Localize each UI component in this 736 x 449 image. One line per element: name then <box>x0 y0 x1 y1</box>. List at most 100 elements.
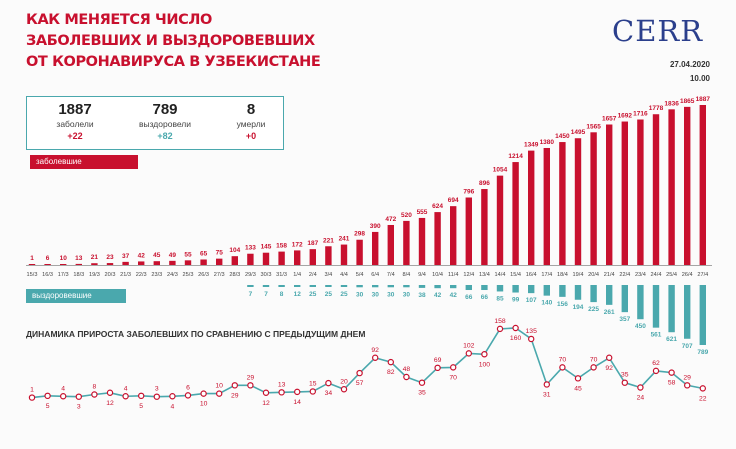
growth-point <box>372 354 379 361</box>
infected-value-label: 1349 <box>524 142 539 149</box>
date-tick-label: 4/4 <box>340 272 348 278</box>
growth-point <box>403 373 410 381</box>
date-tick-label: 21/3 <box>120 272 131 278</box>
date-tick-label: 12/4 <box>463 272 474 278</box>
growth-value-label: 4 <box>61 385 65 392</box>
recovered-value-label: 156 <box>557 301 568 308</box>
recovered-bar <box>247 285 254 287</box>
recovered-value-label: 450 <box>635 323 646 330</box>
date-tick-label: 15/3 <box>27 272 38 278</box>
infected-badge: заболевшие <box>30 155 138 169</box>
infected-bar <box>340 244 348 265</box>
growth-point <box>60 393 67 400</box>
growth-point <box>184 392 192 399</box>
recovered-value-label: 707 <box>682 343 693 350</box>
growth-value-label: 92 <box>371 347 379 354</box>
recovered-value-label: 561 <box>651 332 662 339</box>
growth-line <box>31 327 703 399</box>
growth-value-label: 4 <box>124 385 128 392</box>
infected-value-label: 1692 <box>618 113 633 120</box>
growth-point <box>169 393 176 400</box>
recovered-value-label: 7 <box>264 291 268 298</box>
recovered-value-label: 140 <box>541 300 552 307</box>
growth-point <box>278 389 285 396</box>
growth-value-label: 6 <box>186 384 190 391</box>
infected-bar <box>356 239 363 265</box>
date-tick-label: 20/3 <box>105 272 116 278</box>
recovered-bar <box>637 285 644 320</box>
stat-died: 8 умерли +0 <box>211 101 291 142</box>
recovered-label: выздоровели <box>138 119 192 129</box>
date-tick-label: 6/4 <box>371 272 379 278</box>
recovered-value-label: 66 <box>481 294 489 301</box>
recovered-value-label: 30 <box>403 291 411 298</box>
date-tick-label: 5/4 <box>356 272 364 278</box>
growth-value-label: 20 <box>340 378 348 385</box>
recovered-value-label: 30 <box>372 291 380 298</box>
growth-value-label: 62 <box>652 360 660 367</box>
page-title: КАК МЕНЯЕТСЯ ЧИСЛО ЗАБОЛЕВШИХ И ВЫЗДОРОВ… <box>26 12 321 70</box>
infected-value-label: 1778 <box>649 105 664 112</box>
growth-point <box>559 364 566 371</box>
infected-value-label: 1716 <box>633 110 648 117</box>
infected-bar <box>28 264 36 265</box>
recovered-value-label: 38 <box>418 292 426 299</box>
died-count: 8 <box>246 101 256 118</box>
growth-value-label: 29 <box>231 392 239 399</box>
recovered-value-label: 85 <box>496 295 504 302</box>
date-tick-label: 27/4 <box>697 272 708 278</box>
recovered-bar <box>496 285 504 292</box>
growth-value-label: 70 <box>590 356 598 363</box>
infected-value-label: 1565 <box>586 123 601 130</box>
infected-bar <box>60 264 67 265</box>
recovered-value-label: 357 <box>619 316 630 323</box>
infected-value-label: 6 <box>46 255 50 262</box>
infected-bar <box>403 220 410 265</box>
recovered-bar <box>450 285 457 289</box>
infected-value-label: 1450 <box>555 133 570 140</box>
growth-point <box>606 354 613 361</box>
infected-value-label: 23 <box>106 254 114 261</box>
infected-value-label: 1865 <box>680 98 695 105</box>
infected-value-label: 13 <box>75 255 83 262</box>
infected-bar <box>496 175 504 265</box>
infected-bar <box>528 150 535 265</box>
infected-value-label: 172 <box>292 241 303 248</box>
growth-value-label: 45 <box>574 385 582 392</box>
infected-value-label: 1495 <box>571 129 586 136</box>
recovered-bar <box>684 285 691 339</box>
infected-bar <box>138 261 145 265</box>
growth-point <box>356 369 363 377</box>
date-tick-label: 21/4 <box>604 272 615 278</box>
infected-value-label: 624 <box>432 203 443 210</box>
infected-bar <box>590 132 597 265</box>
infected-value-label: 10 <box>60 255 68 262</box>
died-delta: +0 <box>245 131 257 141</box>
recovered-bar <box>340 285 348 287</box>
date-tick-label: 25/4 <box>666 272 677 278</box>
growth-point <box>450 364 457 371</box>
date-tick-label: 15/4 <box>510 272 521 278</box>
recovered-value-label: 8 <box>280 291 284 298</box>
died-label: умерли <box>236 119 266 129</box>
growth-point <box>309 388 316 395</box>
infected-bar <box>684 106 691 266</box>
infected-bar <box>668 109 675 265</box>
infected-value-label: 37 <box>122 253 130 260</box>
timestamp: 27.04.2020 10.00 <box>670 58 710 86</box>
growth-value-label: 10 <box>200 401 208 408</box>
growth-value-label: 35 <box>621 372 629 379</box>
infected-bar <box>184 260 192 265</box>
growth-point <box>528 335 535 343</box>
recovered-bar <box>325 285 332 287</box>
date-tick-label: 24/3 <box>167 272 178 278</box>
date-tick-label: 22/3 <box>136 272 147 278</box>
recovered-bar <box>309 285 316 287</box>
recovered-bar <box>606 285 613 305</box>
growth-point <box>387 358 394 366</box>
date-tick-label: 10/4 <box>432 272 443 278</box>
infected-label: заболели <box>56 119 94 129</box>
infected-value-label: 65 <box>200 250 208 257</box>
stat-infected: 1887 заболели +22 <box>35 101 115 142</box>
infected-bar <box>91 263 98 265</box>
